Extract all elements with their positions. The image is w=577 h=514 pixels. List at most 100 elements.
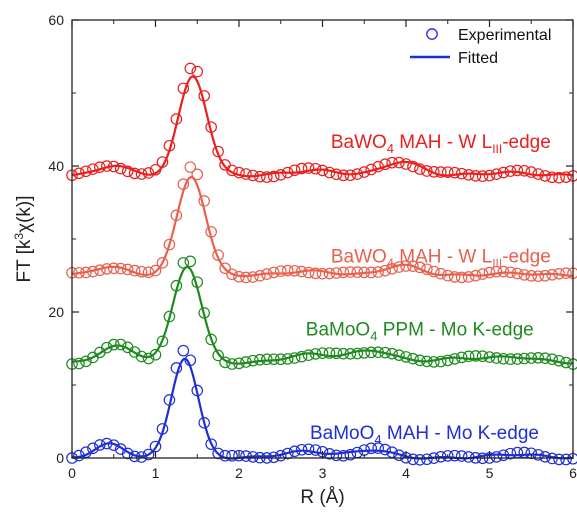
experimental-point xyxy=(462,350,475,363)
experimental-point xyxy=(198,417,211,429)
experimental-point xyxy=(414,261,426,274)
experimental-point xyxy=(560,267,572,279)
experimental-point xyxy=(337,449,350,462)
experimental-point xyxy=(295,443,308,456)
experimental-point xyxy=(247,354,259,367)
experimental-point xyxy=(156,335,169,348)
experimental-point xyxy=(434,166,447,178)
experimental-point xyxy=(476,350,489,363)
experimental-point xyxy=(295,350,308,363)
experimental-point xyxy=(226,164,238,177)
experimental-point xyxy=(428,356,440,368)
experimental-point xyxy=(532,449,545,461)
experimental-point xyxy=(421,263,433,276)
experimental-point xyxy=(553,453,565,466)
experimental-point xyxy=(434,355,447,368)
experimental-point xyxy=(149,163,162,176)
experimental-point xyxy=(219,356,231,369)
experimental-point xyxy=(254,170,266,183)
experimental-point xyxy=(365,163,378,176)
experimental-point xyxy=(407,453,419,466)
experimental-point xyxy=(233,357,245,370)
experimental-point xyxy=(323,447,336,460)
experimental-point xyxy=(539,450,551,463)
experimental-point xyxy=(212,249,224,261)
experimental-point xyxy=(73,357,85,370)
experimental-point xyxy=(170,279,183,292)
experimental-point xyxy=(281,353,294,365)
experimental-point xyxy=(497,449,510,462)
experimental-point xyxy=(274,353,287,366)
experimental-point xyxy=(441,166,454,178)
series-layer xyxy=(66,62,577,466)
experimental-point xyxy=(400,260,412,272)
experimental-point xyxy=(469,170,482,182)
experimental-point xyxy=(73,449,85,462)
experimental-point xyxy=(142,448,155,461)
experimental-point xyxy=(156,257,169,269)
experimental-point xyxy=(135,451,148,463)
fitted-line xyxy=(71,75,574,178)
experimental-point xyxy=(337,169,350,182)
series-label-sub: 4 xyxy=(370,328,377,343)
y-tick-label: 0 xyxy=(56,450,64,466)
experimental-point xyxy=(302,349,315,361)
experimental-point xyxy=(344,266,357,278)
experimental-point xyxy=(560,453,572,466)
experimental-point xyxy=(365,442,378,455)
experimental-point xyxy=(330,449,343,462)
series-label-text: -edge xyxy=(502,246,551,267)
experimental-point xyxy=(407,352,419,365)
experimental-point xyxy=(198,195,211,207)
experimental-point xyxy=(504,447,517,460)
experimental-point xyxy=(414,354,426,367)
experimental-point xyxy=(267,451,280,464)
experimental-point xyxy=(379,158,391,171)
experimental-point xyxy=(546,353,558,365)
experimental-point xyxy=(233,166,245,179)
series-label: BaMoO4 PPM - Mo K-edge xyxy=(306,319,534,343)
experimental-point xyxy=(142,167,155,179)
experimental-point xyxy=(94,264,106,277)
plot-frame xyxy=(71,19,574,459)
legend-label: Experimental xyxy=(458,27,551,44)
experimental-point xyxy=(400,158,412,170)
experimental-point xyxy=(240,168,252,180)
experimental-point xyxy=(330,267,343,279)
series-label-sub: 4 xyxy=(374,432,381,447)
series-label-text: BaMoO xyxy=(306,319,370,340)
experimental-point xyxy=(177,344,190,357)
series-2 xyxy=(66,255,577,370)
experimental-point xyxy=(525,166,538,178)
experimental-point xyxy=(483,169,496,182)
experimental-point xyxy=(149,348,162,361)
x-tick-label: 3 xyxy=(319,465,327,481)
experimental-point xyxy=(483,266,496,279)
experimental-point xyxy=(330,168,343,181)
experimental-point xyxy=(247,169,259,182)
experimental-point xyxy=(553,354,565,367)
experimental-point xyxy=(107,160,120,173)
experimental-point xyxy=(281,264,294,277)
experimental-point xyxy=(476,268,489,280)
experimental-point xyxy=(261,171,273,183)
experimental-point xyxy=(497,166,510,179)
experimental-point xyxy=(379,346,391,359)
experimental-point xyxy=(254,353,266,366)
experimental-point xyxy=(261,268,273,280)
experimental-point xyxy=(135,265,148,278)
experimental-point xyxy=(80,355,92,368)
experimental-point xyxy=(135,168,148,180)
experimental-point xyxy=(261,353,273,366)
y-tick-label: 60 xyxy=(48,12,64,28)
experimental-point xyxy=(518,164,531,177)
experimental-point xyxy=(184,161,197,173)
x-tick-label: 1 xyxy=(152,465,160,481)
series-label-text: MAH - W L xyxy=(394,132,492,153)
experimental-point xyxy=(372,442,384,454)
x-tick-label: 2 xyxy=(235,465,243,481)
experimental-point xyxy=(107,338,120,351)
y-tick-label: 40 xyxy=(48,158,64,174)
x-tick-label: 4 xyxy=(402,465,410,481)
experimental-point xyxy=(497,265,510,278)
